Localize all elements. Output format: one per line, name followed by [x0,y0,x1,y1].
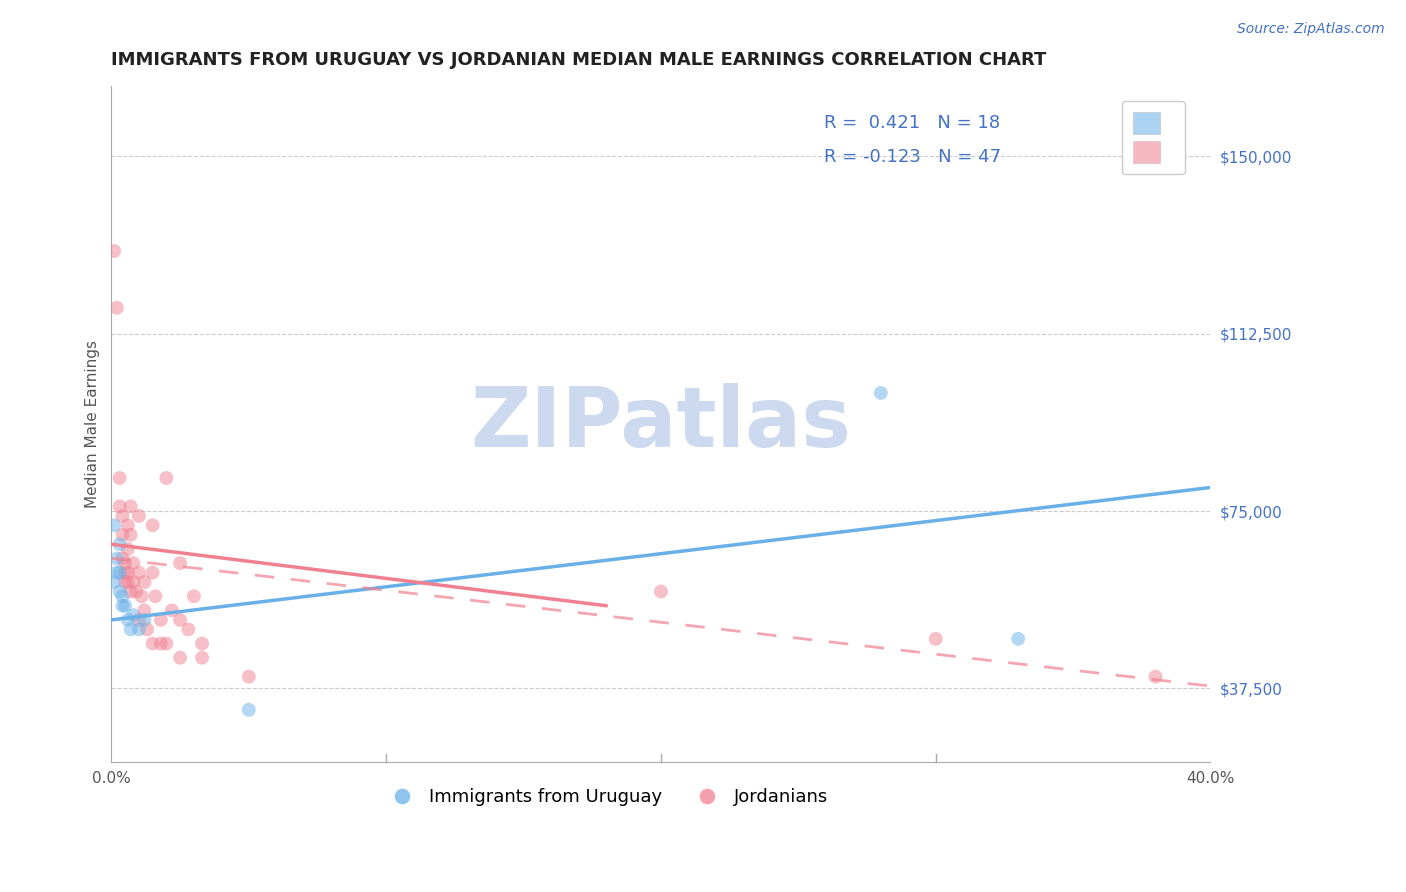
Point [169,650,191,665]
Point [925,632,948,646]
Point [105,566,128,580]
Point [108,537,131,551]
Text: Source: ZipAtlas.com: Source: ZipAtlas.com [1237,22,1385,37]
Point [114,566,136,580]
Text: IMMIGRANTS FROM URUGUAY VS JORDANIAN MEDIAN MALE EARNINGS CORRELATION CHART: IMMIGRANTS FROM URUGUAY VS JORDANIAN MED… [111,51,1047,69]
Point [114,575,136,590]
Point [111,599,134,613]
Point [117,518,139,533]
Point [142,566,165,580]
Point [134,613,156,627]
Point [149,636,172,650]
Point [155,471,177,485]
Point [117,613,139,627]
Point [134,603,156,617]
Point [111,589,134,603]
Text: R = -0.123   N = 47: R = -0.123 N = 47 [824,147,1001,166]
Point [1144,670,1167,684]
Point [160,603,183,617]
Point [108,471,131,485]
Point [117,575,139,590]
Point [238,670,260,684]
Point [169,613,191,627]
Point [120,584,142,599]
Point [650,584,672,599]
Point [117,541,139,556]
Point [1007,632,1029,646]
Point [134,575,156,590]
Point [111,551,134,566]
Text: R =  0.421   N = 18: R = 0.421 N = 18 [824,113,1000,132]
Point [120,500,142,514]
Point [125,584,148,599]
Point [128,613,150,627]
Point [120,623,142,637]
Point [238,703,260,717]
Y-axis label: Median Male Earnings: Median Male Earnings [86,340,100,508]
Point [103,575,125,590]
Legend: Immigrants from Uruguay, Jordanians: Immigrants from Uruguay, Jordanians [377,781,835,814]
Point [191,650,214,665]
Point [105,551,128,566]
Point [869,385,891,400]
Point [114,556,136,570]
Point [155,636,177,650]
Point [183,589,205,603]
Point [128,623,150,637]
Point [117,566,139,580]
Point [122,556,145,570]
Point [191,636,214,650]
Point [108,500,131,514]
Point [111,508,134,523]
Point [120,528,142,542]
Point [136,623,159,637]
Point [131,589,153,603]
Text: ZIPatlas: ZIPatlas [471,384,852,464]
Point [142,518,165,533]
Point [114,599,136,613]
Point [145,589,167,603]
Point [122,608,145,623]
Point [108,566,131,580]
Point [122,575,145,590]
Point [103,244,125,258]
Point [111,528,134,542]
Point [142,636,165,650]
Point [149,613,172,627]
Point [105,301,128,315]
Point [128,508,150,523]
Point [128,566,150,580]
Point [108,584,131,599]
Point [103,518,125,533]
Point [169,556,191,570]
Point [177,623,200,637]
